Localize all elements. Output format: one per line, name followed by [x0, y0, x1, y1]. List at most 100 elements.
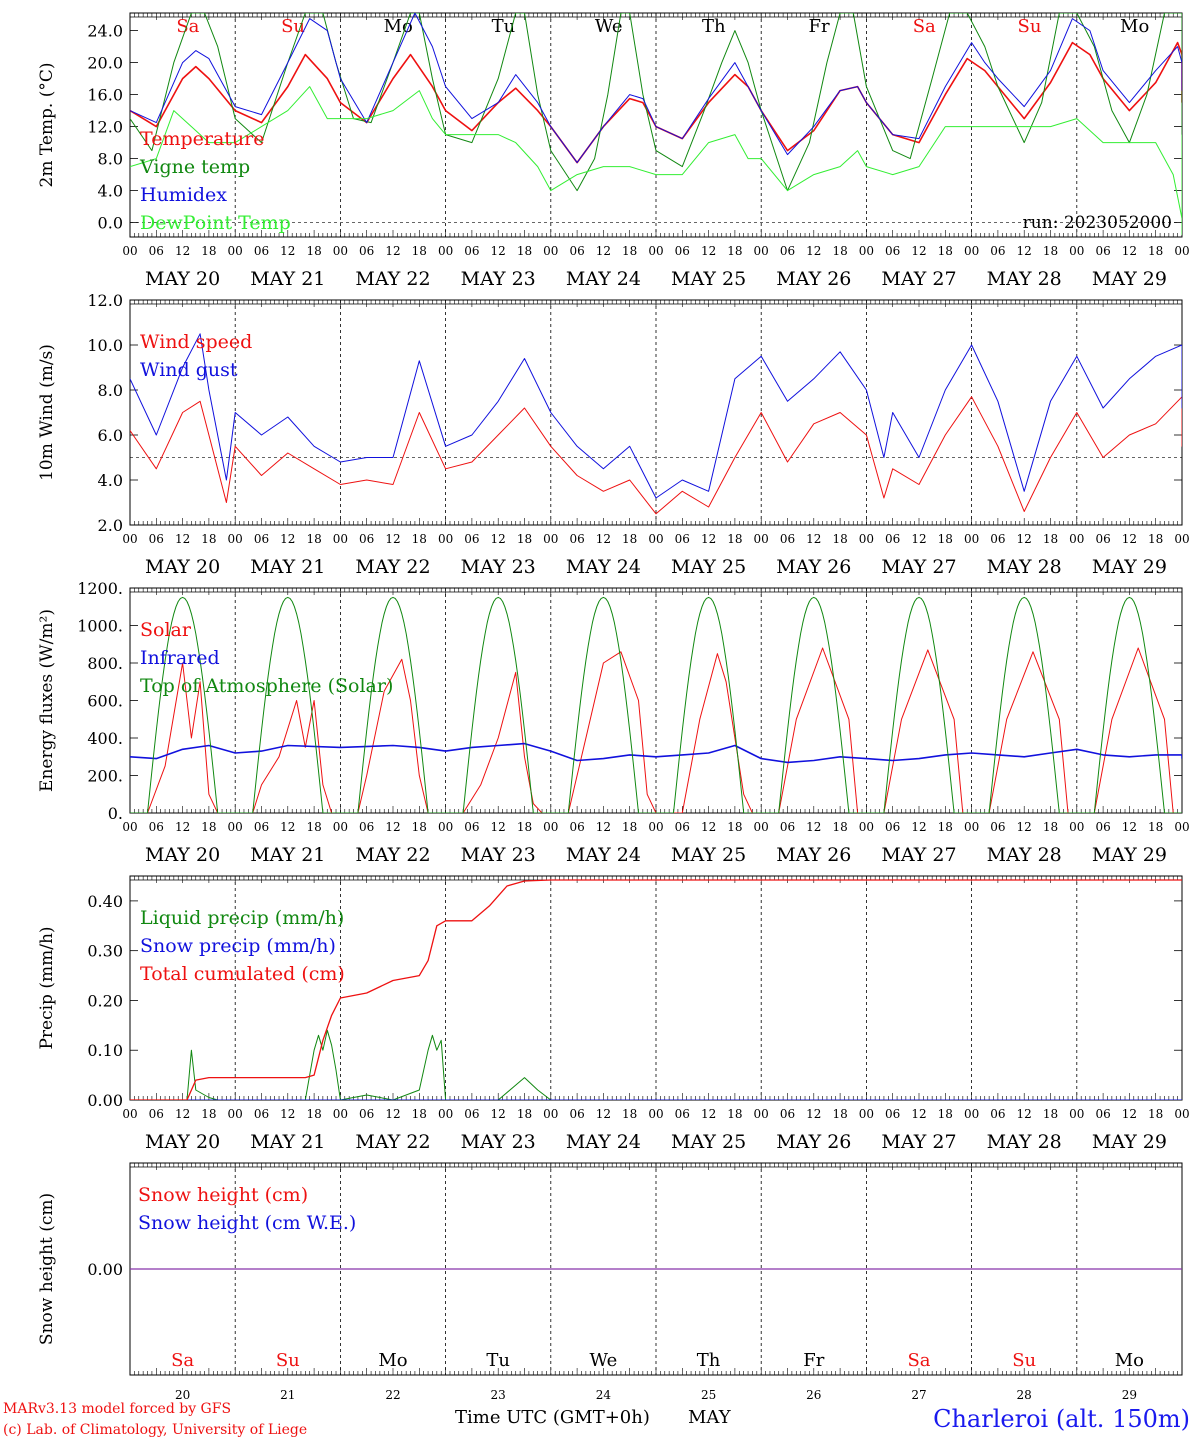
weekday-label: Mo: [384, 16, 413, 37]
hour-label: 06: [569, 820, 584, 834]
hour-label: 06: [885, 532, 900, 546]
hour-label: 06: [780, 1107, 795, 1121]
day-label: MAY 28: [987, 268, 1062, 290]
hour-label: 12: [491, 820, 506, 834]
day-label: MAY 22: [355, 556, 430, 578]
day-label: MAY 23: [461, 268, 536, 290]
hour-label: 00: [859, 244, 874, 258]
y-tick-label: 600.: [87, 692, 123, 711]
hour-label: 00: [754, 820, 769, 834]
hour-label: 00: [438, 244, 453, 258]
hour-label: 00: [1069, 820, 1084, 834]
hour-label: 12: [911, 1107, 926, 1121]
hour-label: 18: [832, 532, 847, 546]
hour-label: 00: [228, 244, 243, 258]
hour-label: 06: [359, 244, 374, 258]
legend-entry: Humidex: [140, 184, 227, 206]
y-tick-label: 0.10: [87, 1041, 123, 1060]
hour-label: 00: [543, 820, 558, 834]
day-label: MAY 26: [776, 556, 851, 578]
weekday-label: Th: [697, 1350, 721, 1371]
hour-label: 00: [228, 532, 243, 546]
day-label: MAY 20: [145, 268, 220, 290]
day-number-label: 28: [1017, 1388, 1032, 1402]
hour-label: 06: [990, 1107, 1005, 1121]
day-number-label: 25: [701, 1388, 716, 1402]
day-label: MAY 21: [250, 268, 325, 290]
hour-label: 18: [832, 244, 847, 258]
x-axis-month: MAY: [688, 1407, 732, 1428]
hour-label: 06: [780, 820, 795, 834]
weekday-label: Th: [702, 16, 726, 37]
legend-entry: Snow precip (mm/h): [140, 935, 336, 957]
hour-label: 12: [806, 244, 821, 258]
hour-label: 06: [675, 820, 690, 834]
y-tick-label: 0.30: [87, 942, 123, 961]
day-label: MAY 27: [881, 844, 956, 866]
hour-label: 06: [990, 820, 1005, 834]
hour-label: 00: [648, 820, 663, 834]
hour-label: 06: [1095, 820, 1110, 834]
hour-label: 12: [911, 244, 926, 258]
hour-label: 12: [596, 244, 611, 258]
hour-label: 12: [385, 244, 400, 258]
day-label: MAY 27: [881, 268, 956, 290]
day-label: MAY 28: [987, 844, 1062, 866]
hour-label: 00: [543, 532, 558, 546]
hour-label: 06: [464, 1107, 479, 1121]
hour-label: 12: [385, 820, 400, 834]
y-tick-label: 8.0: [98, 381, 123, 400]
hour-label: 00: [1174, 820, 1189, 834]
legend-entry: Snow height (cm W.E.): [138, 1212, 356, 1234]
credit-line-2: (c) Lab. of Climatology, University of L…: [3, 1422, 307, 1438]
day-number-label: 27: [911, 1388, 926, 1402]
hour-label: 06: [885, 820, 900, 834]
hour-label: 12: [596, 820, 611, 834]
hour-label: 18: [938, 820, 953, 834]
day-label: MAY 23: [461, 844, 536, 866]
hour-label: 12: [175, 1107, 190, 1121]
hour-label: 00: [122, 532, 137, 546]
hour-label: 12: [1017, 244, 1032, 258]
hour-label: 12: [280, 820, 295, 834]
day-number-label: 22: [385, 1388, 400, 1402]
hour-label: 00: [122, 820, 137, 834]
series-group: [130, 13, 1182, 236]
day-label: MAY 21: [250, 556, 325, 578]
hour-label: 06: [1095, 244, 1110, 258]
hour-label: 06: [149, 244, 164, 258]
day-label: MAY 20: [145, 1131, 220, 1153]
day-label: MAY 29: [1092, 268, 1167, 290]
hour-label: 18: [412, 820, 427, 834]
hour-label: 00: [1069, 1107, 1084, 1121]
hour-label: 18: [201, 1107, 216, 1121]
y-axis-label: Snow height (cm): [37, 1193, 57, 1345]
series-line: [130, 396, 1182, 515]
legend-entry: Infrared: [140, 647, 220, 669]
weekday-label: Su: [1012, 1350, 1036, 1371]
hour-label: 18: [201, 532, 216, 546]
day-label: MAY 21: [250, 844, 325, 866]
weekday-label: Sa: [913, 16, 936, 37]
hour-label: 00: [1069, 532, 1084, 546]
hour-label: 00: [754, 244, 769, 258]
credit-line-1: MARv3.13 model forced by GFS: [3, 1401, 231, 1417]
series-line: [130, 742, 1182, 764]
weekday-label: Mo: [378, 1350, 407, 1371]
hour-label: 06: [1095, 1107, 1110, 1121]
hour-label: 18: [1043, 820, 1058, 834]
hour-label: 00: [438, 1107, 453, 1121]
hour-label: 06: [254, 820, 269, 834]
hour-label: 12: [806, 820, 821, 834]
hour-label: 12: [596, 532, 611, 546]
hour-label: 00: [1174, 244, 1189, 258]
hour-label: 00: [438, 820, 453, 834]
y-axis-label: Energy fluxes (W/m²): [37, 609, 57, 792]
series-line: [130, 333, 1182, 499]
day-label: MAY 25: [671, 844, 746, 866]
y-tick-label: 0.0: [98, 214, 123, 233]
hour-label: 12: [806, 1107, 821, 1121]
series-line: [130, 879, 1182, 1100]
day-number-label: 21: [280, 1388, 295, 1402]
hour-label: 12: [385, 1107, 400, 1121]
